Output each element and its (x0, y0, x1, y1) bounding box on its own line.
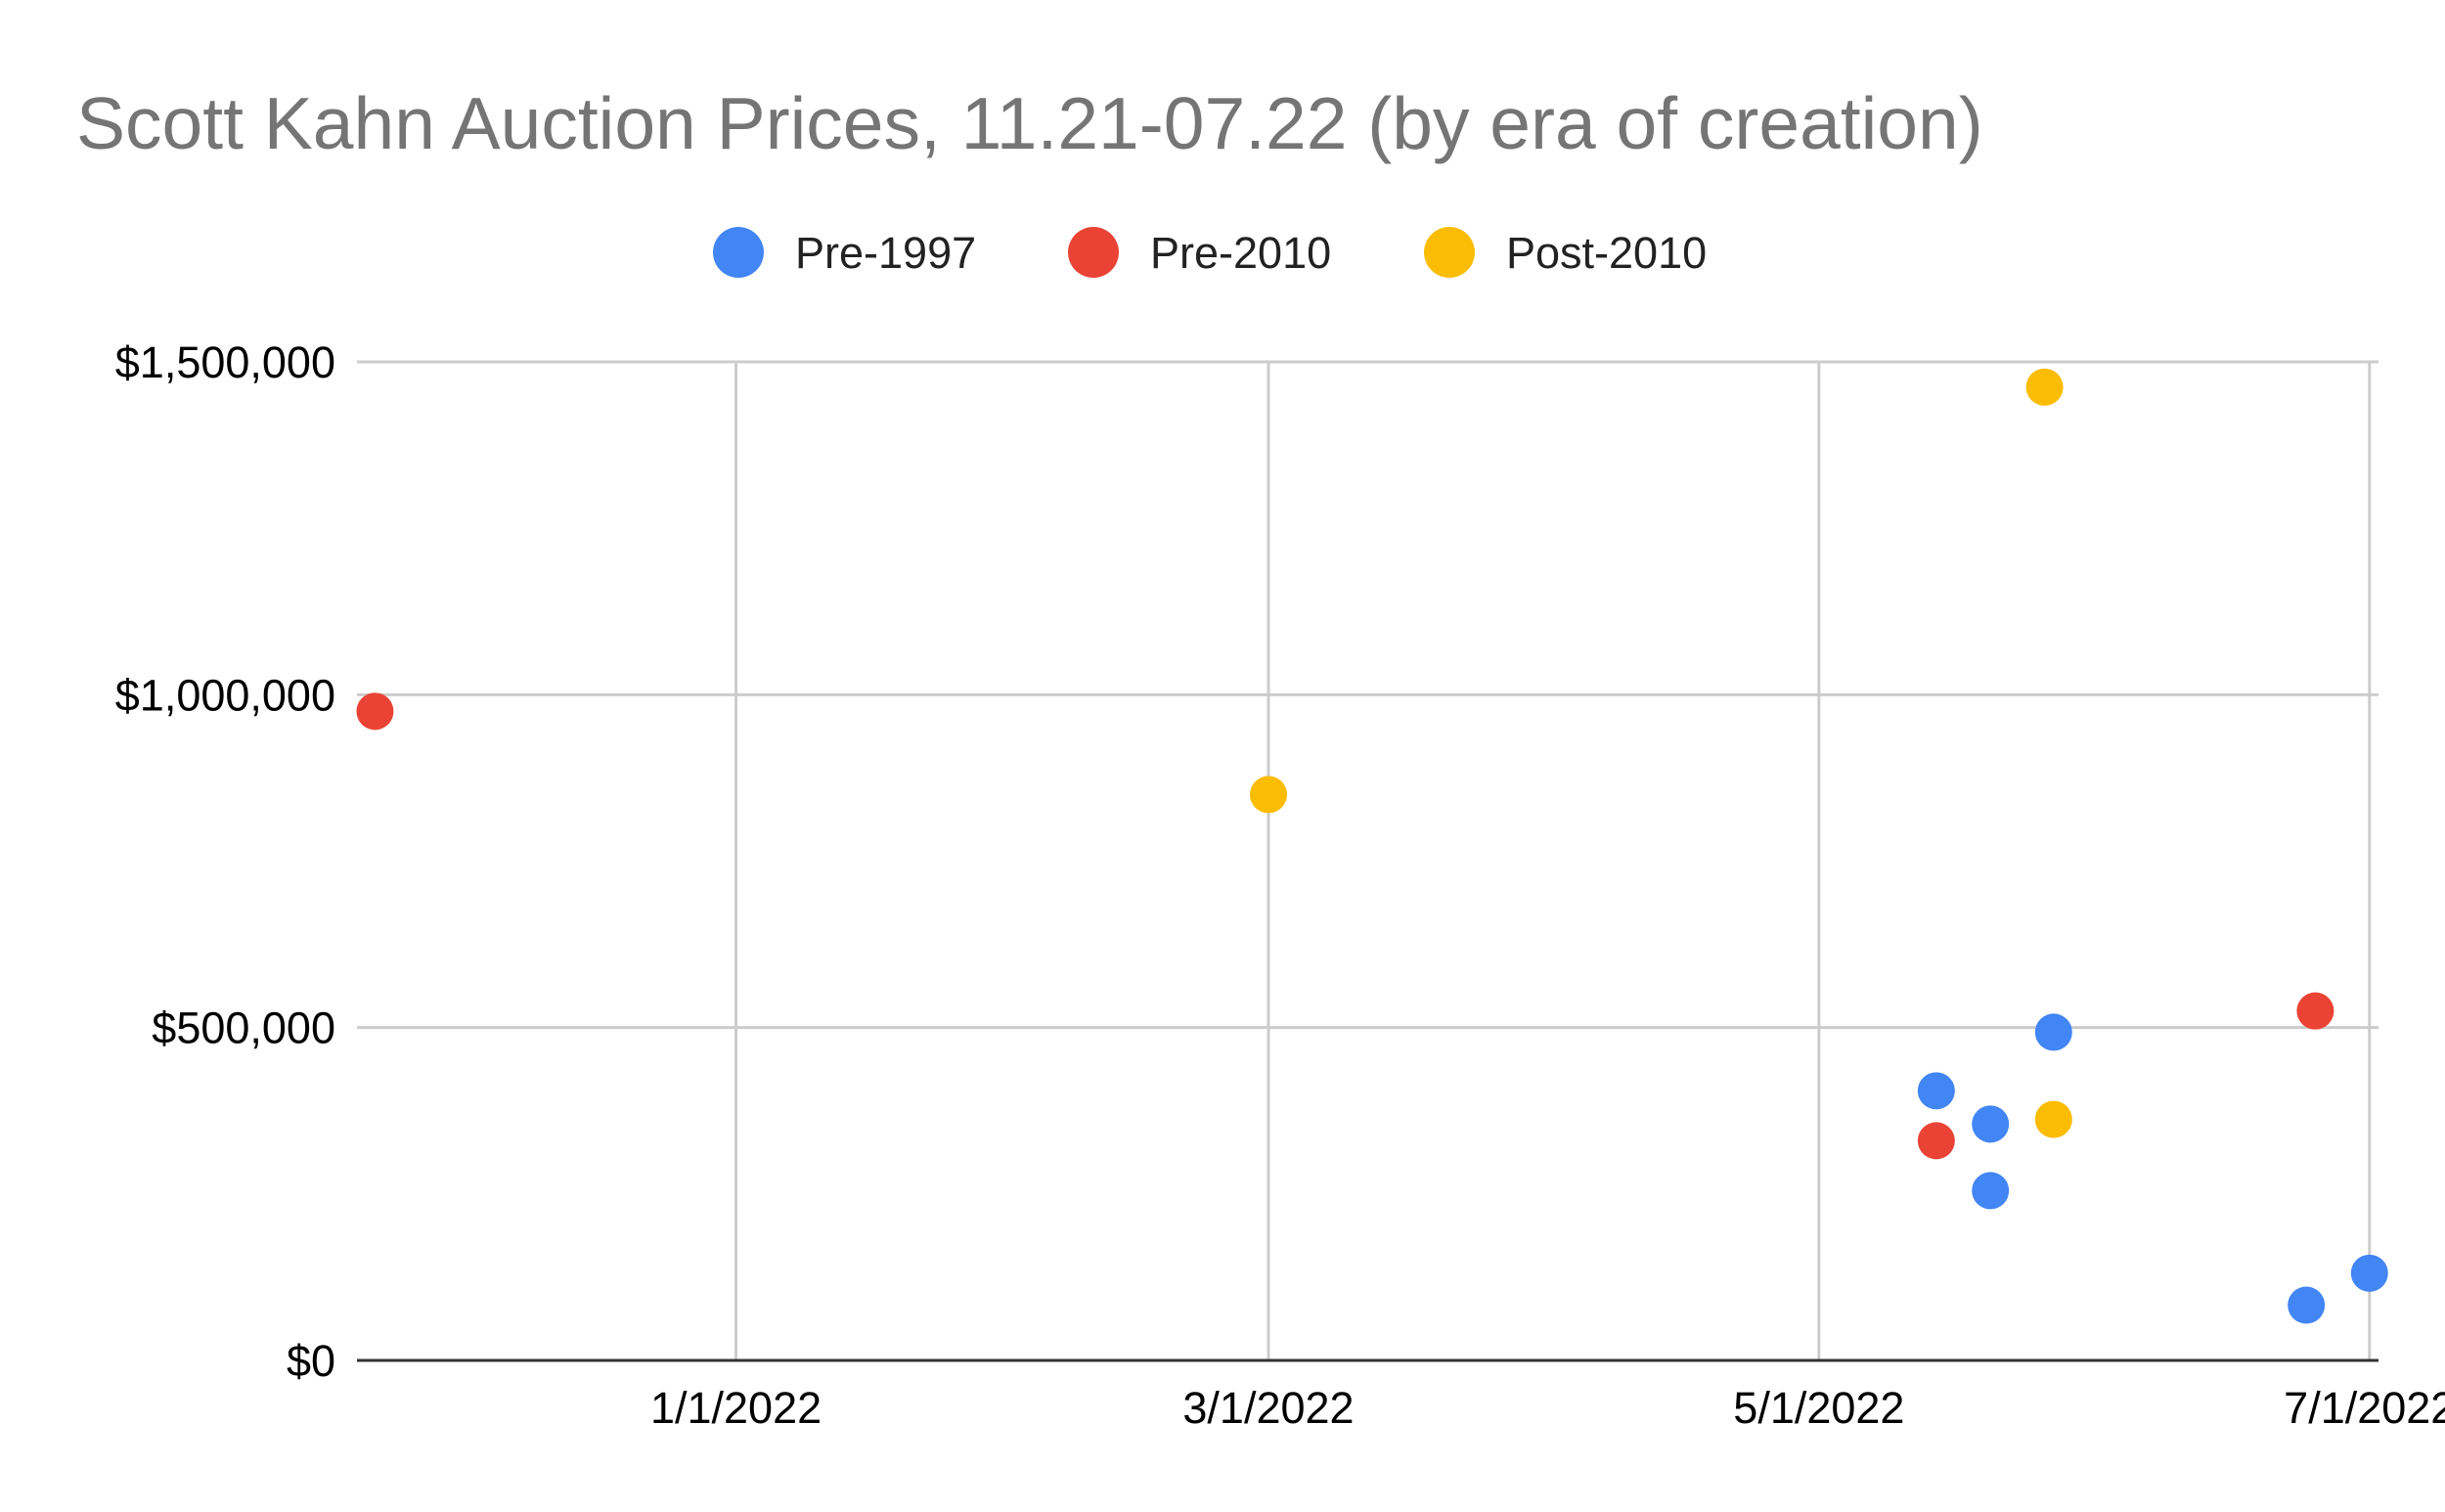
data-point (2025, 368, 2064, 406)
legend-label: Pre-1997 (795, 228, 976, 278)
legend: Pre-1997 Pre-2010 Post-2010 (713, 227, 1707, 278)
data-point (2034, 1100, 2072, 1138)
x-axis-ticks: 1/1/2022 3/1/2022 5/1/2022 7/1/2022 (650, 1383, 2445, 1433)
series-pre-2010 (356, 692, 2334, 1160)
legend-marker (1068, 227, 1119, 278)
data-point (2296, 992, 2334, 1030)
x-tick-label: 3/1/2022 (1182, 1383, 1354, 1433)
data-point (356, 692, 394, 731)
legend-label: Pre-2010 (1150, 228, 1331, 278)
legend-marker (713, 227, 764, 278)
y-tick-label: $1,500,000 (115, 337, 335, 387)
data-point (1917, 1072, 1955, 1110)
chart-title: Scott Kahn Auction Prices, 11.21-07.22 (… (76, 82, 1983, 164)
gridlines (357, 360, 2378, 1360)
data-point (1249, 776, 1287, 814)
y-tick-label: $500,000 (152, 1003, 335, 1053)
y-tick-label: $0 (287, 1336, 335, 1386)
series-post-2010 (1249, 368, 2072, 1138)
data-point (2034, 1013, 2072, 1051)
y-tick-label: $1,000,000 (115, 670, 335, 720)
x-tick-label: 5/1/2022 (1733, 1383, 1904, 1433)
data-point (2288, 1286, 2326, 1324)
data-point (1917, 1122, 1955, 1160)
data-point (1972, 1172, 2010, 1210)
x-tick-label: 7/1/2022 (2284, 1383, 2445, 1433)
data-point (1972, 1105, 2010, 1143)
series-pre-1997 (1917, 1013, 2388, 1324)
legend-marker (1424, 227, 1475, 278)
data-points (356, 368, 2388, 1324)
y-axis-ticks: $0 $500,000 $1,000,000 $1,500,000 (115, 337, 335, 1386)
x-tick-label: 1/1/2022 (650, 1383, 822, 1433)
data-point (2350, 1254, 2388, 1292)
legend-label: Post-2010 (1506, 228, 1707, 278)
